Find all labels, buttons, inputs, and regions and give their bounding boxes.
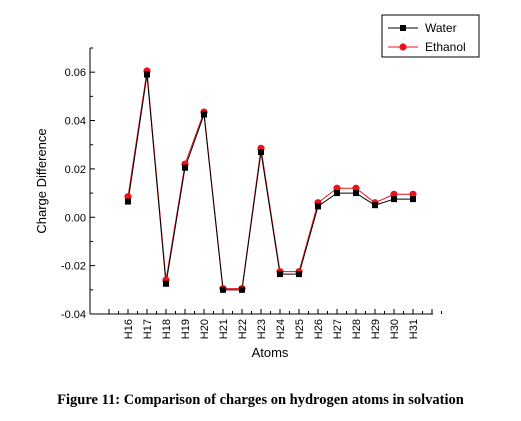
y-tick-label: -0.02 <box>61 261 86 273</box>
y-tick-label: -0.04 <box>61 309 86 321</box>
data-point-ethanol <box>124 193 132 201</box>
legend-label-ethanol: Ethanol <box>425 40 466 54</box>
x-tick-label: H27 <box>332 319 344 339</box>
legend-marker-ethanol <box>399 43 407 51</box>
y-tick-label: 0.02 <box>65 164 86 176</box>
x-tick-label: H21 <box>218 319 230 339</box>
legend-marker-water <box>400 25 406 31</box>
data-point-water <box>315 203 321 210</box>
data-point-ethanol <box>409 190 417 198</box>
series-line-water <box>127 74 413 291</box>
data-point-water <box>220 286 226 293</box>
x-tick-label: H22 <box>237 319 249 339</box>
x-tick-label: H31 <box>408 319 420 339</box>
data-point-water <box>201 111 207 118</box>
data-point-water <box>144 71 150 78</box>
legend-label-water: Water <box>425 21 457 35</box>
data-point-water <box>391 196 397 203</box>
legend: Water Ethanol <box>381 14 480 58</box>
x-tick-label: H29 <box>370 319 382 339</box>
data-point-water <box>277 271 283 278</box>
legend-box <box>381 14 480 58</box>
x-axis-title: Atoms <box>252 345 289 360</box>
data-point-water <box>258 148 264 155</box>
x-tick-label: H16 <box>123 319 135 339</box>
x-tick-label: H18 <box>161 319 173 339</box>
x-tick-label: H19 <box>180 319 192 339</box>
data-point-water <box>353 190 359 197</box>
x-tick-label: H20 <box>199 319 211 339</box>
chart: -0.04-0.020.000.020.040.06 H16 H17 H18 H19 H… <box>34 14 480 360</box>
data-point-ethanol <box>333 184 341 192</box>
plot-area <box>124 67 417 293</box>
data-point-water <box>410 196 416 203</box>
x-tick-label: H17 <box>142 319 154 339</box>
data-point-water <box>334 190 340 197</box>
x-tick-label: H24 <box>275 319 287 339</box>
figure-caption: Figure 11: Comparison of charges on hydr… <box>57 392 464 408</box>
y-tick-label: 0.06 <box>65 67 86 79</box>
data-point-water <box>296 271 302 278</box>
data-point-water <box>372 202 378 209</box>
y-axis-title: Charge Difference <box>34 128 49 233</box>
x-axis: H16 H17 H18 H19 H20 H21 H22 H23 H24 H25 H26 H27 H28 H… <box>90 309 442 339</box>
y-tick-label: 0.00 <box>65 212 86 224</box>
data-point-water <box>182 164 188 171</box>
x-tick-label: H28 <box>351 319 363 339</box>
data-point-water <box>163 280 169 287</box>
x-tick-label: H26 <box>313 319 325 339</box>
data-point-ethanol <box>390 190 398 198</box>
y-axis: -0.04 -0.02 0.00 0.02 0.04 0.06 <box>61 47 95 321</box>
y-tick-label: 0.04 <box>65 116 86 128</box>
x-tick-label: H30 <box>389 319 401 339</box>
x-tick-label: H25 <box>294 319 306 339</box>
x-tick-label: H23 <box>256 319 268 339</box>
data-point-water <box>125 198 131 205</box>
data-point-ethanol <box>352 184 360 192</box>
data-point-water <box>239 286 245 293</box>
